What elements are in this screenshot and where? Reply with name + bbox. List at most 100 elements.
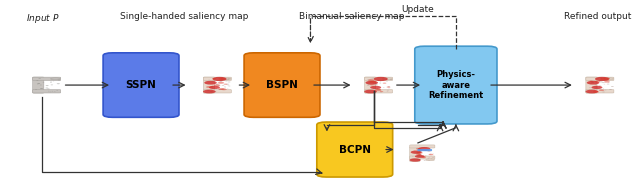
Circle shape <box>206 81 208 82</box>
Circle shape <box>380 83 381 84</box>
Circle shape <box>591 82 594 83</box>
Circle shape <box>376 88 381 90</box>
Circle shape <box>589 87 591 88</box>
Circle shape <box>370 86 381 89</box>
Circle shape <box>596 78 599 79</box>
Circle shape <box>424 160 425 161</box>
Circle shape <box>416 154 422 155</box>
Circle shape <box>386 79 387 80</box>
Circle shape <box>422 157 426 158</box>
Circle shape <box>387 91 388 92</box>
Circle shape <box>218 88 225 90</box>
Circle shape <box>593 86 594 87</box>
Circle shape <box>221 88 227 90</box>
Circle shape <box>36 80 38 81</box>
Circle shape <box>600 78 605 80</box>
Circle shape <box>411 151 422 154</box>
Circle shape <box>595 84 597 85</box>
Text: Bimanual saliency map: Bimanual saliency map <box>299 12 404 21</box>
Circle shape <box>604 78 610 79</box>
Circle shape <box>432 157 434 158</box>
Circle shape <box>600 78 602 79</box>
Circle shape <box>212 78 216 79</box>
Ellipse shape <box>383 78 392 80</box>
Circle shape <box>211 91 213 92</box>
Circle shape <box>417 152 423 154</box>
Circle shape <box>416 152 419 153</box>
Ellipse shape <box>221 78 231 80</box>
Text: Update: Update <box>401 5 435 14</box>
Circle shape <box>611 86 614 87</box>
Circle shape <box>227 79 229 80</box>
Circle shape <box>599 89 604 91</box>
Circle shape <box>433 153 434 154</box>
Circle shape <box>419 159 421 160</box>
Circle shape <box>38 78 41 79</box>
Circle shape <box>367 81 369 82</box>
Circle shape <box>591 91 592 92</box>
Circle shape <box>593 91 599 93</box>
Circle shape <box>54 91 56 92</box>
Circle shape <box>207 90 210 91</box>
Circle shape <box>376 84 378 85</box>
Circle shape <box>388 79 389 80</box>
Text: Single-handed saliency map: Single-handed saliency map <box>120 12 248 21</box>
Circle shape <box>56 90 58 91</box>
Circle shape <box>387 90 389 91</box>
Circle shape <box>219 89 221 90</box>
Circle shape <box>418 154 420 155</box>
FancyBboxPatch shape <box>365 77 392 81</box>
Circle shape <box>587 81 599 85</box>
Circle shape <box>42 88 43 89</box>
FancyBboxPatch shape <box>204 77 232 81</box>
Circle shape <box>372 78 374 79</box>
Circle shape <box>591 86 602 89</box>
Circle shape <box>374 84 378 85</box>
Circle shape <box>374 89 381 91</box>
Circle shape <box>418 147 431 151</box>
Circle shape <box>370 84 374 85</box>
Circle shape <box>211 86 214 87</box>
Circle shape <box>417 159 419 160</box>
Circle shape <box>589 81 593 82</box>
Circle shape <box>369 79 371 80</box>
Circle shape <box>416 148 419 149</box>
Circle shape <box>380 81 381 82</box>
Circle shape <box>410 158 420 162</box>
Circle shape <box>377 80 379 81</box>
Circle shape <box>50 82 52 83</box>
Text: SSPN: SSPN <box>125 80 157 90</box>
Circle shape <box>369 86 371 87</box>
FancyBboxPatch shape <box>415 46 497 124</box>
Circle shape <box>217 85 220 86</box>
Circle shape <box>218 82 224 84</box>
Ellipse shape <box>426 159 435 161</box>
Circle shape <box>419 150 421 151</box>
Circle shape <box>40 88 43 89</box>
Circle shape <box>368 79 374 81</box>
Circle shape <box>374 77 388 81</box>
FancyBboxPatch shape <box>417 149 432 151</box>
Circle shape <box>590 83 591 84</box>
Circle shape <box>417 152 420 153</box>
FancyBboxPatch shape <box>410 147 420 161</box>
Circle shape <box>598 85 601 86</box>
FancyBboxPatch shape <box>204 77 214 93</box>
FancyBboxPatch shape <box>33 77 61 81</box>
FancyBboxPatch shape <box>410 156 435 159</box>
FancyBboxPatch shape <box>586 90 614 93</box>
Circle shape <box>595 81 600 83</box>
Circle shape <box>380 82 381 83</box>
Circle shape <box>418 154 420 155</box>
Circle shape <box>605 82 606 83</box>
Ellipse shape <box>604 78 614 80</box>
Circle shape <box>38 83 40 84</box>
Circle shape <box>220 81 222 82</box>
Circle shape <box>604 81 610 83</box>
Circle shape <box>602 82 605 83</box>
Circle shape <box>35 89 37 90</box>
Circle shape <box>367 84 370 85</box>
Circle shape <box>227 88 228 89</box>
Circle shape <box>227 78 230 79</box>
Circle shape <box>425 150 427 151</box>
